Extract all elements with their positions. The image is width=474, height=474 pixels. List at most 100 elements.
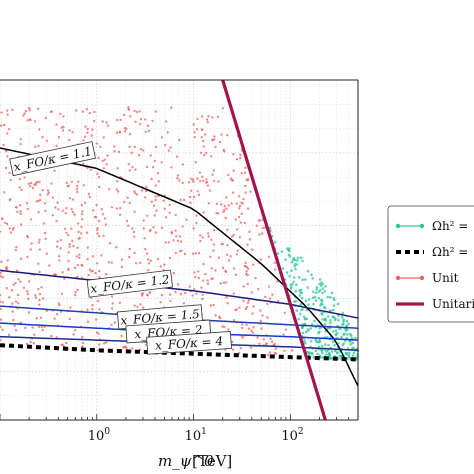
scatter-point-unitarity <box>170 166 173 169</box>
scatter-point-unitarity <box>259 319 263 323</box>
scatter-point-unitarity <box>141 292 145 295</box>
scatter-point-relic <box>300 308 303 312</box>
scatter-point-unitarity <box>107 261 111 264</box>
scatter-point-unitarity <box>77 180 80 183</box>
scatter-point-unitarity <box>84 125 87 128</box>
scatter-point-unitarity <box>0 111 3 114</box>
legend-label: Unit <box>432 271 459 285</box>
scatter-point-unitarity <box>16 269 19 272</box>
scatter-point-unitarity <box>147 262 151 265</box>
scatter-point-unitarity <box>75 255 79 258</box>
scatter-point-unitarity <box>0 338 2 342</box>
scatter-point-unitarity <box>67 251 71 254</box>
scatter-point-unitarity <box>255 224 258 227</box>
scatter-point-unitarity <box>150 177 153 181</box>
scatter-point-unitarity <box>139 148 143 151</box>
scatter-point-unitarity <box>0 217 4 220</box>
scatter-point-unitarity <box>101 213 105 216</box>
scatter-point-unitarity <box>0 124 3 127</box>
scatter-point-unitarity <box>136 305 139 308</box>
scatter-point-relic <box>289 287 293 290</box>
scatter-point-unitarity <box>55 144 58 147</box>
scatter-point-unitarity <box>211 116 214 119</box>
scatter-point-unitarity <box>248 230 251 233</box>
scatter-point-unitarity <box>211 139 214 142</box>
scatter-point-relic <box>306 286 310 289</box>
legend-entry-4: Unitarit <box>396 297 474 311</box>
scatter-point-unitarity <box>37 262 40 265</box>
scatter-point-unitarity <box>128 169 131 172</box>
scatter-point-unitarity <box>73 213 76 216</box>
scatter-point-relic <box>286 247 289 250</box>
scatter-point-relic <box>345 324 348 328</box>
scatter-point-unitarity <box>252 326 255 329</box>
scatter-point-unitarity <box>217 256 221 259</box>
scatter-point-relic <box>334 316 337 320</box>
scatter-point-relic <box>307 351 311 354</box>
scatter-point-unitarity <box>18 204 22 207</box>
scatter-point-unitarity <box>222 281 226 284</box>
scatter-point-unitarity <box>140 189 144 192</box>
scatter-point-relic <box>340 316 344 319</box>
scatter-point-unitarity <box>245 323 248 326</box>
scatter-point-unitarity <box>197 193 201 197</box>
scatter-point-unitarity <box>144 248 147 251</box>
scatter-point-unitarity <box>182 302 185 305</box>
scatter-point-unitarity <box>250 291 253 294</box>
scatter-point-unitarity <box>198 179 202 183</box>
scatter-point-unitarity <box>68 245 71 248</box>
scatter-point-relic <box>295 283 298 287</box>
scatter-point-relic <box>321 291 324 295</box>
scatter-point-relic <box>307 298 311 301</box>
scatter-point-unitarity <box>81 341 85 345</box>
scatter-point-unitarity <box>4 150 8 153</box>
scatter-point-unitarity <box>68 138 71 142</box>
scatter-point-unitarity <box>65 181 69 185</box>
scatter-point-unitarity <box>154 184 158 187</box>
scatter-point-relic <box>309 340 313 343</box>
scatter-point-relic <box>301 259 304 263</box>
scatter-point-unitarity <box>240 201 243 204</box>
scatter-point-unitarity <box>28 106 31 110</box>
scatter-point-unitarity <box>24 110 28 113</box>
scatter-point-unitarity <box>210 277 213 281</box>
legend-swatch-marker <box>395 223 401 229</box>
scatter-point-unitarity <box>262 338 265 341</box>
scatter-point-unitarity <box>229 177 233 180</box>
scatter-point-unitarity <box>68 242 71 246</box>
scatter-point-unitarity <box>240 212 243 215</box>
scatter-point-unitarity <box>115 180 119 183</box>
scatter-point-relic <box>318 278 322 281</box>
scatter-point-unitarity <box>188 285 191 288</box>
scatter-point-unitarity <box>6 222 9 226</box>
scatter-point-unitarity <box>85 108 89 111</box>
scatter-point-unitarity <box>33 120 37 123</box>
scatter-point-unitarity <box>38 270 41 274</box>
scatter-point-unitarity <box>71 239 74 243</box>
scatter-point-unitarity <box>57 136 61 139</box>
scatter-point-unitarity <box>247 327 251 330</box>
scatter-point-unitarity <box>246 207 250 210</box>
scatter-point-unitarity <box>57 302 60 305</box>
scatter-point-relic <box>292 276 296 279</box>
scatter-point-relic <box>307 303 310 307</box>
scatter-point-unitarity <box>119 207 122 210</box>
scatter-point-unitarity <box>245 265 249 269</box>
scatter-point-unitarity <box>27 311 31 314</box>
scatter-point-unitarity <box>195 292 198 295</box>
scatter-point-unitarity <box>252 263 255 266</box>
scatter-point-unitarity <box>0 230 2 233</box>
scatter-point-unitarity <box>142 219 145 222</box>
scatter-point-unitarity <box>268 297 272 300</box>
scatter-point-unitarity <box>212 303 215 307</box>
scatter-point-unitarity <box>14 248 18 252</box>
scatter-point-unitarity <box>197 251 201 255</box>
scatter-point-relic <box>288 274 291 278</box>
scatter-point-relic <box>297 276 301 279</box>
scatter-point-unitarity <box>23 112 26 115</box>
scatter-point-unitarity <box>76 246 79 249</box>
scatter-point-unitarity <box>106 154 109 157</box>
scatter-point-unitarity <box>242 197 245 201</box>
scatter-point-unitarity <box>259 309 262 312</box>
scatter-point-relic <box>324 285 327 288</box>
